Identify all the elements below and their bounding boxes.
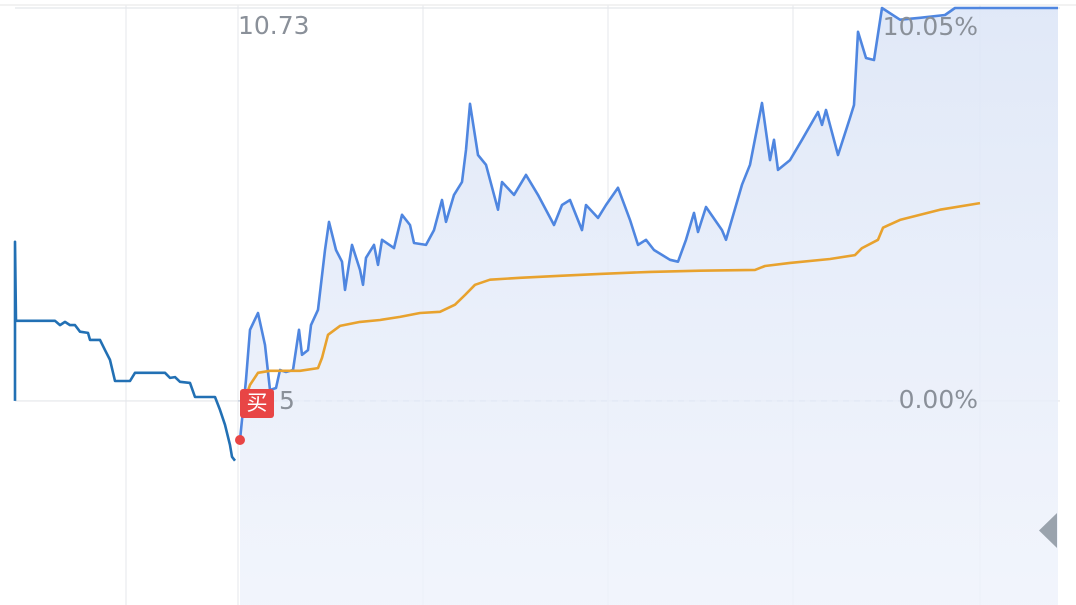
y-tick-label: 10.05% xyxy=(883,12,978,41)
buy-badge-bg xyxy=(240,389,274,418)
areas xyxy=(240,8,1058,605)
line xyxy=(13,240,237,462)
line xyxy=(241,201,981,406)
price-low-label: 5 xyxy=(279,386,295,415)
collapse-arrow[interactable] xyxy=(1039,513,1057,548)
line xyxy=(238,6,1058,441)
y-tick-label: 0.00% xyxy=(899,385,978,414)
buy-badge: 买 xyxy=(247,391,268,415)
area xyxy=(240,8,1058,605)
lines xyxy=(13,6,1058,462)
buy-point xyxy=(235,435,245,446)
price-high-label: 10.73 xyxy=(238,11,310,40)
labels: 0.00% 10.05% 10.73 5买 xyxy=(235,11,978,446)
